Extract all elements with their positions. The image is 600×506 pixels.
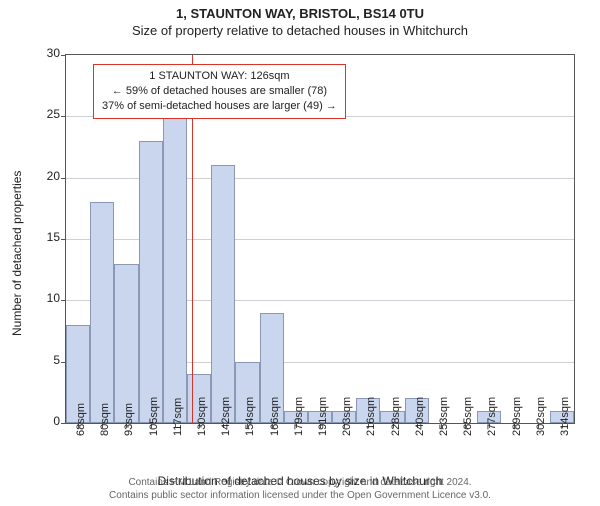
histogram-bar (163, 116, 187, 423)
y-tick-mark (61, 300, 66, 301)
annotation-line: ← 59% of detached houses are smaller (78… (102, 84, 337, 99)
y-tick-label: 0 (30, 414, 60, 428)
attribution-footer: Contains HM Land Registry data © Crown c… (0, 477, 600, 502)
histogram-bar (114, 264, 138, 423)
y-tick-label: 15 (30, 230, 60, 244)
y-tick-mark (61, 239, 66, 240)
y-tick-mark (61, 55, 66, 56)
y-tick-label: 30 (30, 46, 60, 60)
y-tick-mark (61, 178, 66, 179)
footer-line: Contains public sector information licen… (0, 490, 600, 503)
histogram-bar (211, 165, 235, 423)
y-tick-mark (61, 423, 66, 424)
y-tick-label: 25 (30, 107, 60, 121)
annotation-callout: 1 STAUNTON WAY: 126sqm← 59% of detached … (93, 64, 346, 119)
annotation-line: 37% of semi-detached houses are larger (… (102, 99, 337, 114)
y-tick-mark (61, 116, 66, 117)
y-axis-label: Number of detached properties (10, 171, 24, 336)
y-tick-label: 10 (30, 291, 60, 305)
footer-line: Contains HM Land Registry data © Crown c… (0, 477, 600, 490)
histogram-bar (90, 202, 114, 423)
y-tick-label: 20 (30, 169, 60, 183)
histogram-bar (139, 141, 163, 423)
chart-subtitle: Size of property relative to detached ho… (0, 23, 600, 38)
chart-supertitle: 1, STAUNTON WAY, BRISTOL, BS14 0TU (0, 6, 600, 21)
y-tick-label: 5 (30, 353, 60, 367)
annotation-line: 1 STAUNTON WAY: 126sqm (102, 69, 337, 84)
